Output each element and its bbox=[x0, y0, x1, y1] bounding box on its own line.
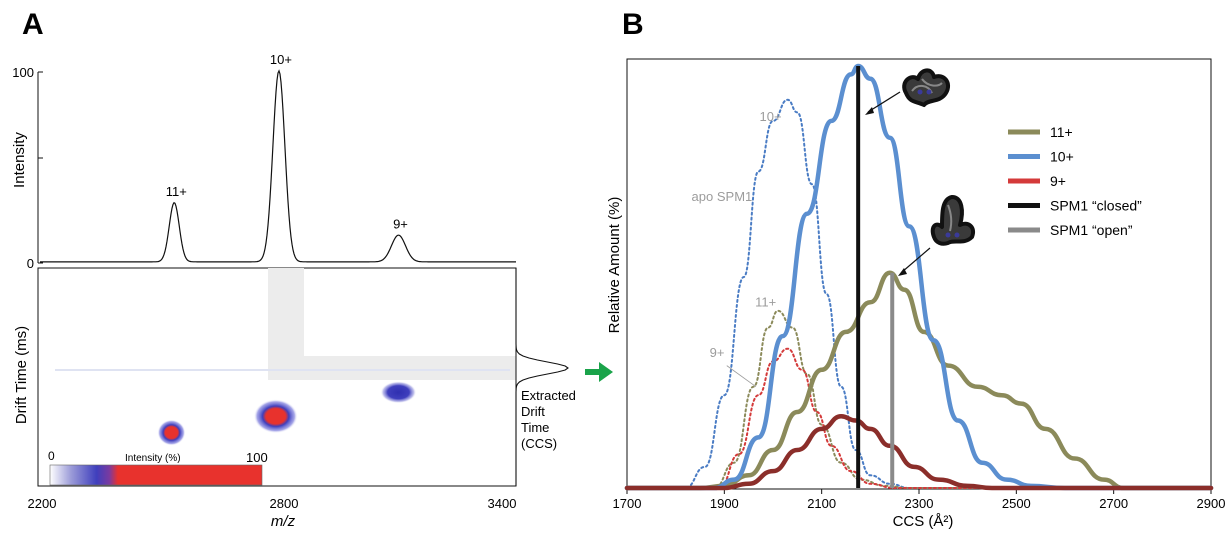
extracted-label-line3: Time bbox=[521, 420, 549, 435]
ms-peak-label: 10+ bbox=[270, 52, 292, 67]
b-xlabel: CCS (Å²) bbox=[893, 513, 954, 530]
open-arrowhead bbox=[898, 268, 907, 276]
dt-ylabel: Drift Time (ms) bbox=[13, 326, 30, 424]
green-arrow-icon bbox=[585, 362, 613, 382]
extracted-drift-label: Extracted Drift Time (CCS) bbox=[521, 388, 576, 451]
b-ylabel: Relative Amount (%) bbox=[606, 197, 623, 334]
b-vertical-lines bbox=[856, 66, 895, 488]
panel-b-label: B bbox=[622, 8, 644, 41]
extracted-label-line4: (CCS) bbox=[521, 436, 557, 451]
dt-spot bbox=[380, 381, 417, 404]
b-series-line bbox=[624, 270, 1214, 491]
b-annotation: 11+ bbox=[755, 295, 776, 310]
b-xtick-label: 1900 bbox=[710, 496, 739, 511]
b-annotation-leader bbox=[726, 365, 757, 388]
colorbar-title: Intensity (%) bbox=[125, 453, 181, 464]
colorbar-min-label: 0 bbox=[48, 449, 55, 463]
b-legend-label: 10+ bbox=[1050, 149, 1074, 165]
b-xtick-label: 2100 bbox=[807, 496, 836, 511]
dt-spot bbox=[253, 399, 298, 434]
ms-ytick-100: 100 bbox=[12, 65, 34, 80]
closed-arrowhead bbox=[865, 107, 874, 115]
a-xlabel: m/z bbox=[271, 513, 296, 530]
a-xtick-2200: 2200 bbox=[28, 496, 57, 511]
b-xtick-label: 2300 bbox=[905, 496, 934, 511]
extracted-label-line1: Extracted bbox=[521, 388, 576, 403]
dt-spot bbox=[157, 419, 186, 446]
closed-pointer-arrow bbox=[867, 91, 901, 113]
b-legend-label: SPM1 “closed” bbox=[1050, 198, 1142, 214]
ms-ylabel: Intensity bbox=[11, 132, 28, 188]
b-xtick-label: 2700 bbox=[1099, 496, 1128, 511]
ms-peak-label: 9+ bbox=[393, 216, 408, 231]
b-series-line bbox=[624, 63, 1214, 491]
b-xtick-label: 2500 bbox=[1002, 496, 1031, 511]
b-annotation: 9+ bbox=[710, 345, 725, 360]
colorbar bbox=[49, 464, 263, 486]
b-series-dotted-line bbox=[626, 309, 1212, 490]
b-series bbox=[624, 63, 1214, 491]
extracted-drift-profile bbox=[515, 268, 569, 486]
ms-peak-label: 11+ bbox=[166, 184, 187, 199]
b-xtick-label: 2900 bbox=[1197, 496, 1226, 511]
ms-peak-labels: 11+ 10+ 9+ bbox=[166, 52, 408, 231]
dt-horizontal-band bbox=[268, 356, 516, 380]
b-xtick-label: 1700 bbox=[613, 496, 642, 511]
b-annotations: 10+ apo SPM1 11+ 9+ bbox=[692, 109, 782, 388]
open-structure-icon bbox=[930, 195, 975, 246]
b-legend: 11+ 10+ 9+ SPM1 “closed” SPM1 “open” bbox=[1008, 124, 1142, 238]
a-xtick-3400: 3400 bbox=[488, 496, 517, 511]
b-legend-label: 11+ bbox=[1050, 124, 1073, 140]
panel-a-label: A bbox=[22, 8, 44, 41]
b-legend-label: SPM1 “open” bbox=[1050, 222, 1133, 238]
b-xticks: 1700 1900 2100 2300 2500 2700 2900 bbox=[613, 489, 1226, 511]
b-annotation: apo SPM1 bbox=[692, 189, 753, 204]
b-annotation: 10+ bbox=[760, 109, 782, 124]
dt-spots bbox=[157, 381, 417, 446]
ms-spectrum-line bbox=[40, 69, 516, 263]
a-xtick-2800: 2800 bbox=[270, 496, 299, 511]
b-series-dotted-line bbox=[626, 98, 1212, 490]
open-pointer-arrow bbox=[901, 247, 931, 273]
extracted-label-line2: Drift bbox=[521, 404, 545, 419]
colorbar-max-label: 100 bbox=[246, 450, 268, 465]
b-legend-label: 9+ bbox=[1050, 173, 1066, 189]
closed-structure-icon bbox=[902, 68, 951, 107]
b-series-dotted-line bbox=[626, 347, 1212, 490]
ms-ytick-0: 0 bbox=[27, 256, 34, 271]
